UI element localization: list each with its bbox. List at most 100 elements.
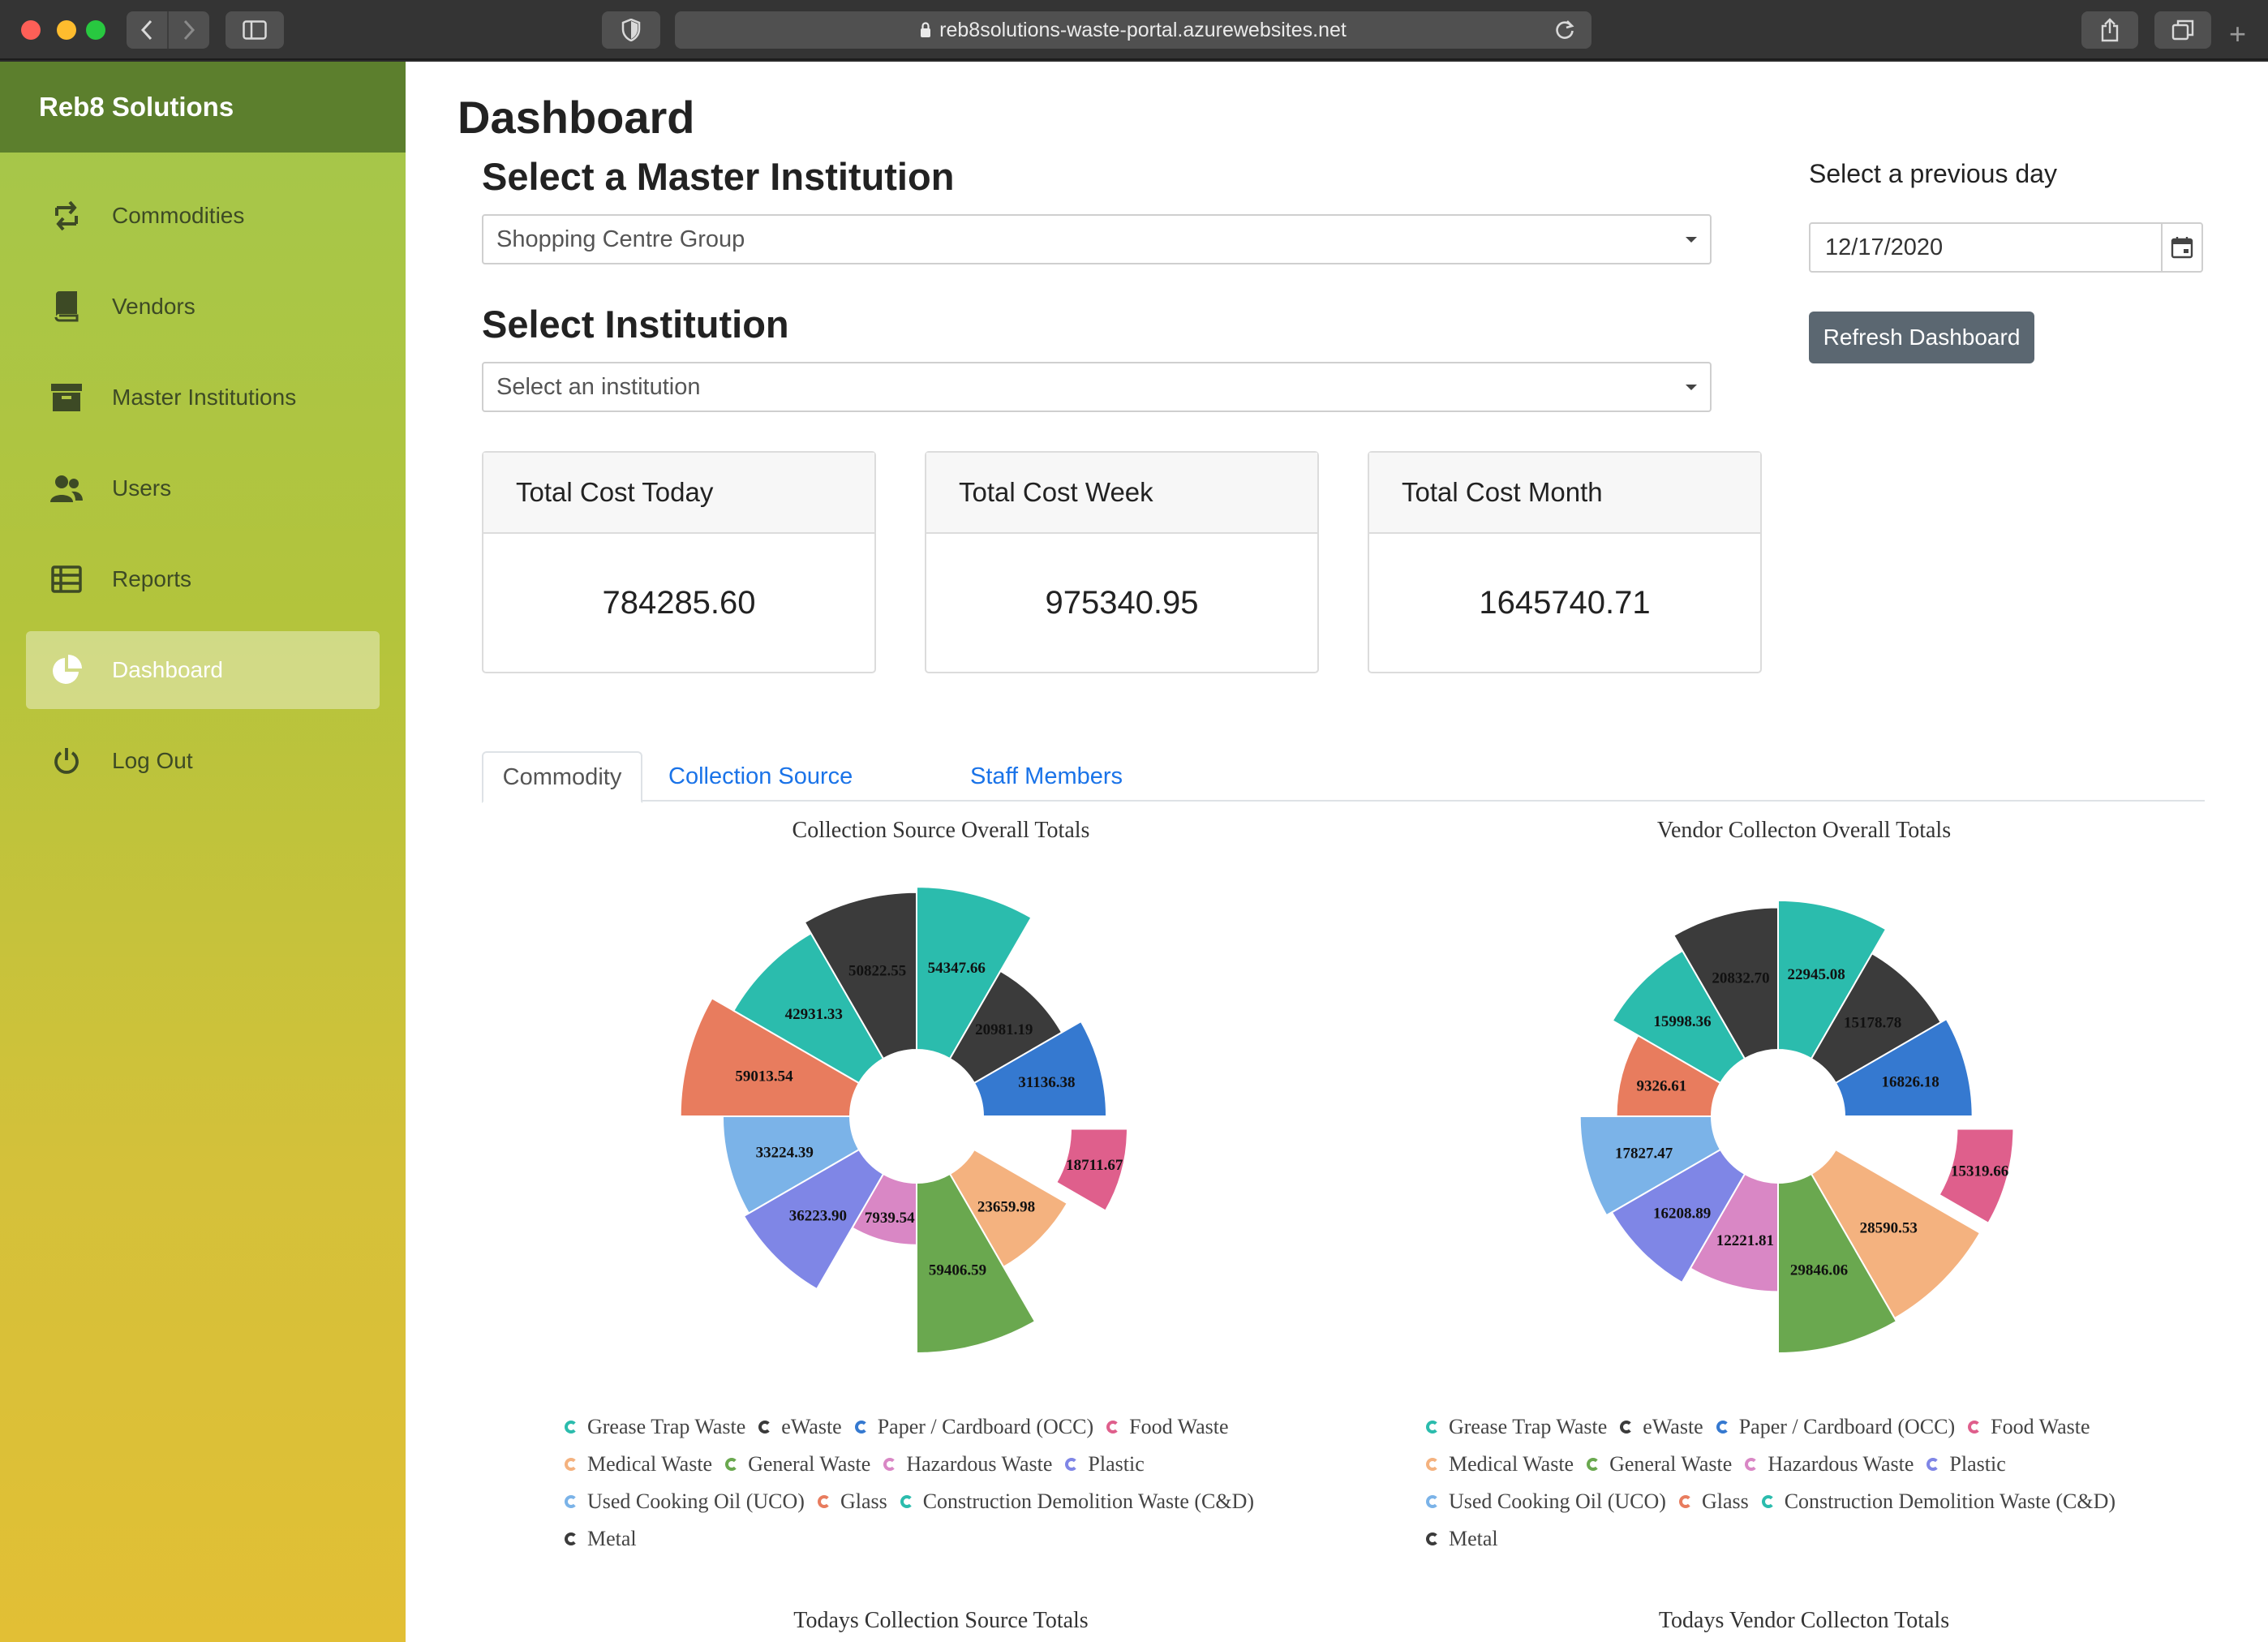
collection-source-pie-chart: 54347.66 20981.19 31136.38 18711.67 23659.98…	[679, 886, 1128, 1355]
book-icon	[50, 290, 83, 323]
legend-item[interactable]: Medical Waste	[565, 1446, 712, 1483]
legend-marker-icon	[1927, 1458, 1940, 1471]
legend-row: Used Cooking Oil (UCO) Glass Construction …	[1426, 1483, 2156, 1520]
chevron-right-icon	[183, 19, 195, 41]
legend-marker-icon	[1065, 1458, 1079, 1471]
back-button[interactable]	[127, 11, 167, 49]
legend-item[interactable]: eWaste	[758, 1408, 842, 1446]
legend-marker-icon	[1678, 1495, 1692, 1508]
zoom-window-button[interactable]	[86, 20, 105, 40]
previous-day-date-input[interactable]: 12/17/2020	[1809, 222, 2203, 273]
pie-slice-label: 12221.81	[1716, 1232, 1774, 1249]
legend-marker-icon	[1761, 1495, 1775, 1508]
sidebar-item-label: Reports	[112, 566, 192, 591]
legend-item[interactable]: Grease Trap Waste	[1426, 1408, 1607, 1446]
sidebar-item-commodities[interactable]: Commodities	[26, 177, 380, 255]
legend-row: Metal	[565, 1520, 1295, 1558]
privacy-report-button[interactable]	[602, 11, 660, 49]
sidebar-item-master-institutions[interactable]: Master Institutions	[26, 359, 380, 436]
legend-label: Medical Waste	[1449, 1452, 1574, 1476]
sidebar-toggle-button[interactable]	[226, 11, 284, 49]
legend-item[interactable]: Used Cooking Oil (UCO)	[1426, 1483, 1666, 1520]
caret-down-icon	[1686, 237, 1697, 243]
tab-collection-source[interactable]: Collection Source	[668, 763, 853, 789]
legend-marker-icon	[883, 1458, 897, 1471]
sidebar-item-dashboard[interactable]: Dashboard	[26, 631, 380, 709]
close-window-button[interactable]	[21, 20, 41, 40]
legend-item[interactable]: Plastic	[1927, 1446, 2006, 1483]
legend-item[interactable]: Hazardous Waste	[883, 1446, 1052, 1483]
legend-item[interactable]: Grease Trap Waste	[565, 1408, 745, 1446]
pie-slice-label: 59013.54	[735, 1068, 793, 1085]
total-cost-week-card: Total Cost Week 975340.95	[925, 451, 1319, 673]
legend-marker-icon	[817, 1495, 831, 1508]
donut-hole	[1712, 1050, 1845, 1183]
refresh-dashboard-button[interactable]: Refresh Dashboard	[1809, 312, 2034, 363]
previous-day-label: Select a previous day	[1809, 159, 2057, 188]
master-institution-select[interactable]: Shopping Centre Group	[482, 214, 1712, 264]
sidebar-item-vendors[interactable]: Vendors	[26, 268, 380, 346]
legend-item[interactable]: Glass	[817, 1483, 887, 1520]
new-tab-button[interactable]: +	[2229, 17, 2247, 50]
brand-title[interactable]: Reb8 Solutions	[0, 62, 406, 153]
legend-item[interactable]: Metal	[1426, 1520, 1498, 1558]
legend-label: Glass	[1701, 1489, 1749, 1513]
tab-staff-members[interactable]: Staff Members	[970, 763, 1123, 789]
legend-item[interactable]: Hazardous Waste	[1745, 1446, 1914, 1483]
sidebar-icon	[243, 20, 267, 40]
legend-item[interactable]: Glass	[1678, 1483, 1749, 1520]
pie-slice-label: 15178.78	[1844, 1014, 1901, 1031]
legend-item[interactable]: Plastic	[1065, 1446, 1145, 1483]
legend-marker-icon	[565, 1421, 578, 1434]
sidebar-item-label: Master Institutions	[112, 385, 297, 410]
legend-label: Medical Waste	[587, 1452, 713, 1476]
pie-slice-label: 16208.89	[1653, 1205, 1711, 1222]
legend-item[interactable]: Used Cooking Oil (UCO)	[565, 1483, 805, 1520]
legend-item[interactable]: eWaste	[1620, 1408, 1703, 1446]
pie-chart-icon	[50, 654, 83, 686]
pie-slice-label: 20981.19	[975, 1021, 1033, 1038]
minimize-window-button[interactable]	[57, 20, 76, 40]
share-button[interactable]	[2081, 11, 2138, 49]
pie-slice-label: 22945.08	[1787, 966, 1845, 983]
card-title: Total Cost Today	[483, 453, 874, 534]
legend-item[interactable]: Paper / Cardboard (OCC)	[1716, 1408, 1955, 1446]
legend-marker-icon	[854, 1421, 868, 1434]
legend-item[interactable]: Construction Demolition Waste (C&D)	[900, 1483, 1254, 1520]
pie-slice[interactable]	[1055, 1128, 1128, 1212]
legend-item[interactable]: Food Waste	[1106, 1408, 1229, 1446]
address-bar[interactable]: reb8solutions-waste-portal.azurewebsites…	[675, 11, 1591, 49]
legend-item[interactable]: Metal	[565, 1520, 637, 1558]
sidebar-item-log-out[interactable]: Log Out	[26, 722, 380, 800]
legend-item[interactable]: General Waste	[725, 1446, 870, 1483]
legend-item[interactable]: General Waste	[1587, 1446, 1732, 1483]
sidebar-item-reports[interactable]: Reports	[26, 540, 380, 618]
archive-icon	[50, 381, 83, 414]
tab-commodity[interactable]: Commodity	[482, 751, 642, 803]
institution-select[interactable]: Select an institution	[482, 362, 1712, 412]
todays-collection-source-title: Todays Collection Source Totals	[793, 1608, 1089, 1633]
calendar-button[interactable]	[2161, 224, 2201, 271]
legend-item[interactable]: Construction Demolition Waste (C&D)	[1761, 1483, 2116, 1520]
sidebar-item-label: Commodities	[112, 203, 245, 228]
legend-label: Glass	[840, 1489, 887, 1513]
card-value: 784285.60	[602, 584, 756, 621]
card-value: 1645740.71	[1479, 584, 1651, 621]
legend-item[interactable]: Medical Waste	[1426, 1446, 1574, 1483]
legend-item[interactable]: Food Waste	[1968, 1408, 2090, 1446]
legend-label: Metal	[587, 1527, 637, 1550]
sidebar-item-users[interactable]: Users	[26, 449, 380, 527]
legend-marker-icon	[1968, 1421, 1982, 1434]
tab-overview-button[interactable]	[2154, 11, 2211, 49]
pie-slice-label: 16826.18	[1881, 1073, 1939, 1090]
pie-slice[interactable]	[1938, 1128, 2015, 1225]
legend-label: Paper / Cardboard (OCC)	[877, 1415, 1094, 1438]
sidebar-item-label: Log Out	[112, 748, 193, 773]
shield-icon	[621, 19, 641, 41]
forward-button[interactable]	[167, 11, 209, 49]
legend-item[interactable]: Paper / Cardboard (OCC)	[854, 1408, 1094, 1446]
sidebar-item-label: Dashboard	[112, 657, 223, 682]
reload-icon[interactable]	[1554, 19, 1575, 41]
legend-label: Metal	[1449, 1527, 1498, 1550]
sidebar: Reb8 Solutions Commodities Vendors Maste…	[0, 62, 406, 1642]
